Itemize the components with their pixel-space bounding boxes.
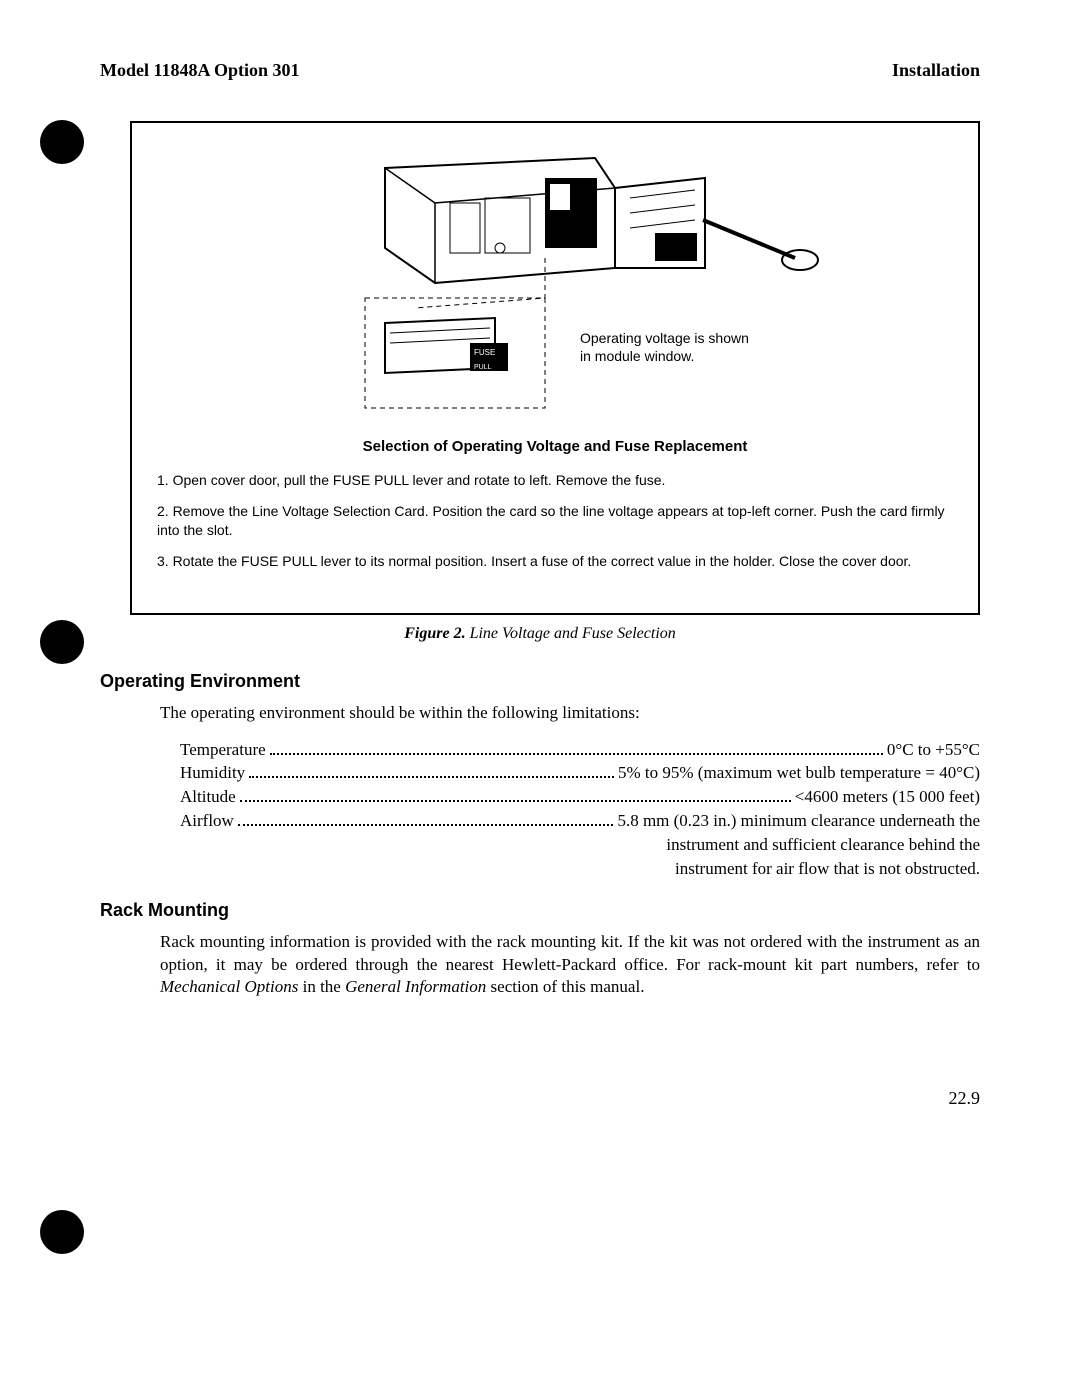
- rm-text-post: section of this manual.: [486, 977, 644, 996]
- limit-label: Temperature: [180, 738, 266, 762]
- rm-em1: Mechanical Options: [160, 977, 298, 996]
- leader-dots: [270, 753, 883, 755]
- figure-frame: FUSE PULL Operating voltage is shown in …: [130, 121, 980, 615]
- limit-label: Altitude: [180, 785, 236, 809]
- header-left: Model 11848A Option 301: [100, 60, 300, 81]
- callout-line1: Operating voltage is shown: [580, 330, 749, 346]
- rm-text-mid: in the: [298, 977, 345, 996]
- leader-dots: [240, 800, 791, 802]
- limit-value: 5% to 95% (maximum wet bulb temperature …: [618, 761, 980, 785]
- leader-dots: [249, 776, 614, 778]
- airflow-line-2: instrument and sufficient clearance behi…: [380, 833, 980, 857]
- limits-block: Temperature 0°C to +55°C Humidity 5% to …: [180, 738, 980, 881]
- limit-row-humidity: Humidity 5% to 95% (maximum wet bulb tem…: [180, 761, 980, 785]
- figure-caption-text: Line Voltage and Fuse Selection: [466, 625, 676, 642]
- limit-value: <4600 meters (15 000 feet): [795, 785, 980, 809]
- figure-caption: Figure 2. Line Voltage and Fuse Selectio…: [100, 625, 980, 643]
- rm-em2: General Information: [345, 977, 486, 996]
- svg-text:FUSE: FUSE: [474, 348, 495, 357]
- punch-hole-icon: [40, 1210, 84, 1254]
- leader-dots: [238, 824, 614, 826]
- figure-illustration: FUSE PULL Operating voltage is shown in …: [157, 148, 953, 418]
- callout-line2: in module window.: [580, 348, 694, 364]
- step-2: 2. Remove the Line Voltage Selection Car…: [157, 502, 953, 540]
- operating-environment-intro: The operating environment should be with…: [160, 702, 980, 724]
- rack-mounting-text: Rack mounting information is provided wi…: [160, 931, 980, 997]
- page-number: 22.9: [100, 1088, 980, 1109]
- header-right: Installation: [892, 60, 980, 81]
- rack-mounting-heading: Rack Mounting: [100, 900, 980, 921]
- operating-environment-heading: Operating Environment: [100, 671, 980, 692]
- limit-label: Humidity: [180, 761, 245, 785]
- voltage-module-diagram: FUSE PULL Operating voltage is shown in …: [235, 148, 875, 418]
- figure-caption-number: Figure 2.: [404, 625, 465, 642]
- figure-title: Selection of Operating Voltage and Fuse …: [157, 438, 953, 455]
- limit-row-airflow: Airflow 5.8 mm (0.23 in.) minimum cleara…: [180, 809, 980, 833]
- limit-row-temperature: Temperature 0°C to +55°C: [180, 738, 980, 762]
- punch-hole-icon: [40, 620, 84, 664]
- limit-label: Airflow: [180, 809, 234, 833]
- step-1: 1. Open cover door, pull the FUSE PULL l…: [157, 471, 953, 490]
- limit-value: 0°C to +55°C: [887, 738, 980, 762]
- page-header: Model 11848A Option 301 Installation: [100, 60, 980, 81]
- punch-hole-icon: [40, 120, 84, 164]
- airflow-line-3: instrument for air flow that is not obst…: [380, 857, 980, 881]
- airflow-continuation: instrument and sufficient clearance behi…: [380, 833, 980, 881]
- rm-text-pre: Rack mounting information is provided wi…: [160, 932, 980, 973]
- svg-text:PULL: PULL: [474, 364, 492, 371]
- step-3: 3. Rotate the FUSE PULL lever to its nor…: [157, 552, 953, 571]
- limit-row-altitude: Altitude <4600 meters (15 000 feet): [180, 785, 980, 809]
- limit-value: 5.8 mm (0.23 in.) minimum clearance unde…: [617, 809, 980, 833]
